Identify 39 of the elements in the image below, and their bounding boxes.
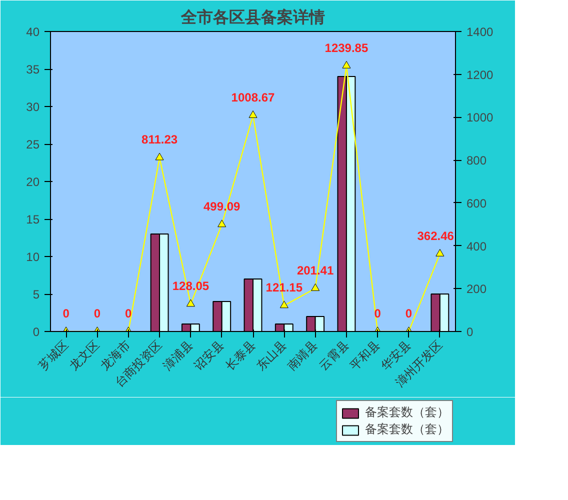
legend-label: 备案套数（套） — [365, 421, 449, 438]
data-label: 1008.67 — [231, 90, 276, 104]
y2-tick-label: 1200 — [466, 68, 494, 82]
y-tick-label: 20 — [26, 175, 40, 189]
y-tick-label: 0 — [32, 325, 40, 339]
y-tick-label: 5 — [32, 288, 40, 302]
x-tick-label: 南靖县 — [284, 338, 320, 373]
point — [155, 152, 164, 160]
y2-tick-label: 1000 — [466, 110, 494, 125]
data-label: 1239.85 — [324, 40, 368, 55]
data-label: 0 — [125, 306, 132, 320]
y2-tick-label: 1400 — [466, 25, 494, 39]
x-tick-label: 芗城区 — [36, 338, 72, 373]
y-tick-label: 25 — [26, 138, 40, 152]
y2-tick-label: 800 — [466, 154, 487, 168]
chart-title: 全市各区县备案详情 — [180, 8, 325, 26]
data-label: 362.46 — [417, 228, 454, 243]
data-label: 0 — [62, 306, 70, 320]
legend-label: 备案套数（套） — [365, 404, 449, 421]
y-tick-label: 30 — [26, 100, 40, 114]
y2-tick-label: 0 — [466, 325, 474, 339]
point — [311, 283, 320, 291]
y-tick-label: 10 — [26, 250, 40, 264]
y2-tick-label: 400 — [466, 239, 487, 254]
y-tick-label: 40 — [26, 25, 40, 39]
data-label: 0 — [94, 306, 101, 320]
point — [218, 220, 226, 228]
y-tick-label: 15 — [26, 212, 40, 226]
point — [342, 60, 351, 68]
point — [280, 300, 288, 308]
y2-tick-label: 200 — [466, 282, 487, 296]
point — [186, 299, 195, 307]
y-tick-label: 35 — [26, 62, 40, 76]
data-label: 811.23 — [142, 132, 178, 147]
y2-tick-label: 600 — [466, 196, 487, 210]
x-tick-label: 平和县 — [347, 338, 383, 373]
point — [436, 248, 444, 256]
point — [248, 110, 258, 118]
data-label: 0 — [405, 306, 412, 320]
